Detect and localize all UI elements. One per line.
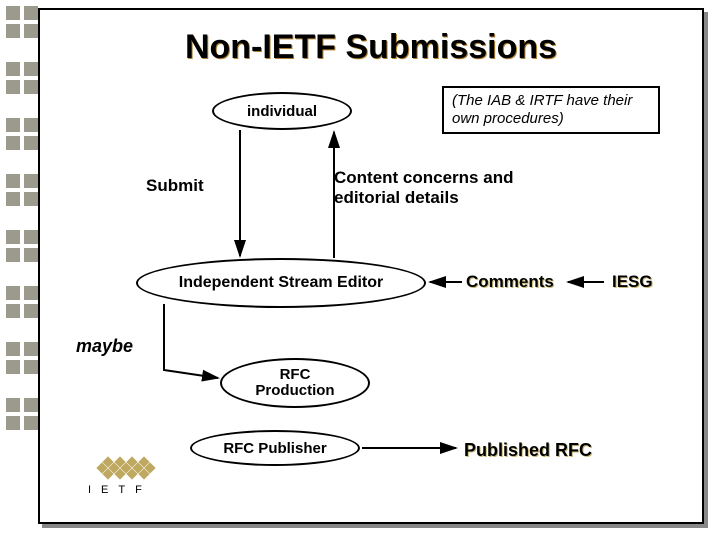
ietf-logo: IETF [88,454,174,500]
deco-square [6,62,20,76]
deco-square [24,136,38,150]
node-individual: individual [212,92,352,130]
deco-square [6,416,20,430]
node-production: RFCProduction [220,358,370,408]
deco-square [24,80,38,94]
label-maybe: maybe [76,336,133,357]
deco-square [24,342,38,356]
deco-square [6,174,20,188]
deco-square [6,248,20,262]
node-production-label: RFCProduction [255,367,334,400]
ietf-logo-diamonds [88,454,174,482]
node-editor: Independent Stream Editor [136,258,426,308]
deco-square [6,360,20,374]
deco-square [24,6,38,20]
deco-square [24,360,38,374]
deco-square [24,398,38,412]
deco-square [6,118,20,132]
deco-square [6,304,20,318]
deco-square [6,24,20,38]
slide-frame: Non-IETF Submissions (The IAB & IRTF hav… [38,8,704,524]
note-box: (The IAB & IRTF have their own procedure… [442,86,660,134]
deco-square [6,230,20,244]
deco-square [24,192,38,206]
label-published: Published RFC [464,440,592,461]
deco-square [24,416,38,430]
deco-square [24,304,38,318]
node-individual-label: individual [247,103,317,120]
deco-square [6,342,20,356]
deco-square [6,286,20,300]
node-editor-label: Independent Stream Editor [179,274,383,292]
label-concerns-l1: Content concerns and [334,168,513,187]
note-text: (The IAB & IRTF have their own procedure… [452,92,632,127]
deco-square [24,286,38,300]
node-publisher: RFC Publisher [190,430,360,466]
ietf-logo-text: IETF [88,484,174,496]
label-iesg: IESG [612,272,653,292]
deco-square [6,136,20,150]
label-concerns: Content concerns and editorial details [334,168,513,209]
slide-title: Non-IETF Submissions [40,28,702,67]
deco-square [24,118,38,132]
deco-square [24,230,38,244]
deco-square [6,6,20,20]
deco-square [24,24,38,38]
node-publisher-label: RFC Publisher [223,440,326,457]
deco-square [6,398,20,412]
deco-square [24,62,38,76]
deco-square [6,192,20,206]
deco-square [6,80,20,94]
deco-square [24,248,38,262]
label-submit: Submit [146,176,204,196]
label-concerns-l2: editorial details [334,188,459,207]
label-comments: Comments [466,272,554,292]
deco-square [24,174,38,188]
